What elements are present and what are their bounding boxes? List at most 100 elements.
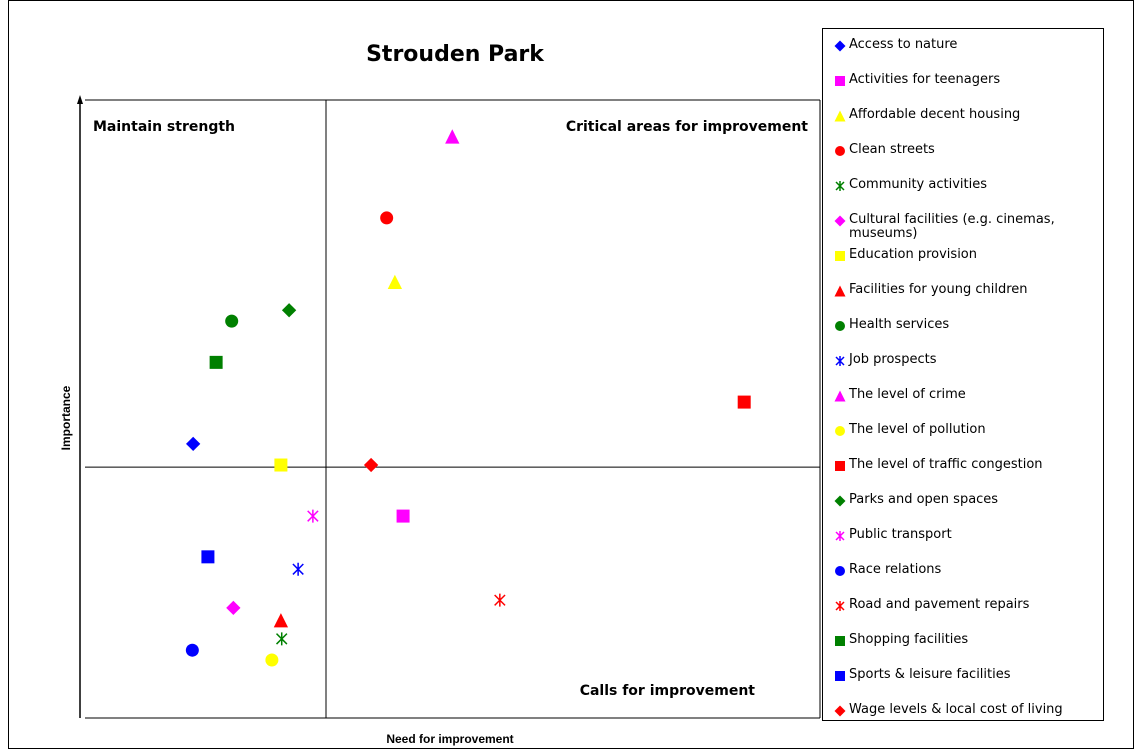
legend-marker <box>835 461 845 471</box>
legend-entry: The level of traffic congestion <box>833 458 1101 473</box>
legend-entry: Job prospects <box>833 353 1101 368</box>
marker <box>835 671 845 681</box>
marker <box>835 76 845 86</box>
legend-label: The level of crime <box>849 387 966 402</box>
legend-entry: Road and pavement repairs <box>833 598 1101 613</box>
legend-label: Cultural facilities (e.g. cinemas, museu… <box>849 212 1055 241</box>
marker <box>834 285 846 297</box>
legend-entry: Wage levels & local cost of living <box>833 703 1101 718</box>
arrow-head <box>77 95 83 104</box>
legend-label: Access to nature <box>849 37 958 52</box>
legend-entry: Education provision <box>833 248 1101 263</box>
y-axis-label: Importance <box>59 385 73 450</box>
legend-label: Activities for teenagers <box>849 72 1001 87</box>
marker <box>834 110 846 122</box>
marker <box>834 495 846 507</box>
legend-marker <box>834 495 846 507</box>
legend-marker <box>835 566 845 576</box>
quadrant-label: Critical areas for improvement <box>566 119 808 135</box>
legend-marker <box>834 110 846 122</box>
marker <box>186 436 201 452</box>
legend-entry: The level of pollution <box>833 423 1101 438</box>
legend-marker <box>834 390 846 402</box>
marker <box>834 705 846 717</box>
marker <box>835 601 845 611</box>
chart-frame <box>8 0 1134 749</box>
marker <box>292 562 304 576</box>
marker <box>226 600 241 616</box>
marker <box>273 613 289 628</box>
legend-entry: Race relations <box>833 563 1101 578</box>
marker <box>185 643 199 657</box>
legend-label: Education provision <box>849 247 978 262</box>
x-axis-label: Need for improvement <box>386 732 513 746</box>
marker <box>835 356 845 366</box>
marker <box>835 251 845 261</box>
marker <box>834 215 846 227</box>
legend-label: Race relations <box>849 562 942 577</box>
legend-marker <box>835 426 845 436</box>
legend-label: Facilities for young children <box>849 282 1028 297</box>
legend-label: Wage levels & local cost of living <box>849 702 1063 717</box>
legend-entry: Activities for teenagers <box>833 73 1101 88</box>
legend-entry: Health services <box>833 318 1101 333</box>
marker <box>281 303 297 318</box>
quadrant-label: Maintain strength <box>93 119 235 135</box>
legend-entry: Shopping facilities <box>833 633 1101 648</box>
marker <box>834 390 846 402</box>
marker <box>396 509 410 523</box>
legend-label: Public transport <box>849 527 952 542</box>
marker <box>387 274 403 290</box>
legend-label: Road and pavement repairs <box>849 597 1030 612</box>
legend-marker <box>835 76 845 86</box>
legend-label: Sports & leisure facilities <box>849 667 1011 682</box>
chart-title: Strouden Park <box>366 42 545 67</box>
legend-entry: Sports & leisure facilities <box>833 668 1101 683</box>
legend-label: The level of traffic congestion <box>849 457 1043 472</box>
marker <box>835 636 845 646</box>
marker <box>274 458 288 472</box>
legend-marker <box>835 356 845 366</box>
legend: Access to nature Activities for teenagers… <box>822 28 1104 721</box>
legend-entry: Community activities <box>833 178 1101 193</box>
legend-marker <box>835 146 845 156</box>
marker <box>225 314 239 328</box>
marker <box>363 457 379 473</box>
legend-label: Job prospects <box>849 352 937 367</box>
marker <box>835 531 845 541</box>
legend-entry: Clean streets <box>833 143 1101 158</box>
legend-entry: Cultural facilities (e.g. cinemas, museu… <box>833 213 1101 241</box>
legend-label: The level of pollution <box>849 422 986 437</box>
legend-marker <box>835 321 845 331</box>
legend-entry: Facilities for young children <box>833 283 1101 298</box>
marker <box>445 129 460 144</box>
marker <box>835 461 845 471</box>
legend-label: Health services <box>849 317 950 332</box>
marker <box>834 40 846 52</box>
marker <box>275 632 288 646</box>
legend-label: Clean streets <box>849 142 935 157</box>
legend-marker <box>835 636 845 646</box>
marker <box>835 321 845 331</box>
marker <box>835 146 845 156</box>
legend-marker <box>835 601 845 611</box>
quadrant-label: Calls for improvement <box>580 683 756 699</box>
marker <box>737 395 751 409</box>
legend-marker <box>834 705 846 717</box>
marker <box>835 181 845 191</box>
legend-label: Shopping facilities <box>849 632 969 647</box>
legend-entry: Parks and open spaces <box>833 493 1101 508</box>
legend-marker <box>834 40 846 52</box>
marker <box>380 211 394 225</box>
legend-entry: Public transport <box>833 528 1101 543</box>
legend-marker <box>835 531 845 541</box>
legend-label: Affordable decent housing <box>849 107 1021 122</box>
legend-marker <box>835 181 845 191</box>
marker <box>494 593 506 607</box>
legend-marker <box>835 251 845 261</box>
legend-label: Community activities <box>849 177 987 192</box>
legend-label: Parks and open spaces <box>849 492 999 507</box>
marker <box>307 509 319 523</box>
